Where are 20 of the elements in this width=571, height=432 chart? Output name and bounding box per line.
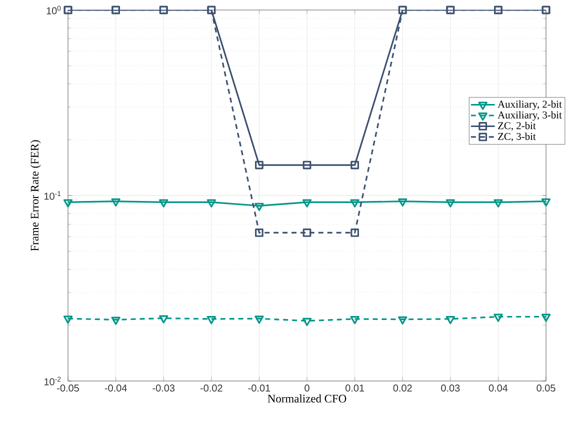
y-tick-label: 10$^{0}$ [46,6,61,14]
legend-label: ZC, 3-bit [498,132,536,142]
legend-label: Auxiliary, 2-bit [498,100,562,110]
legend-label: ZC, 2-bit [498,122,536,131]
x-axis-title: Normalized CFO [268,394,346,402]
y-axis-title: Frame Error Rate (FER) [30,140,41,252]
x-tick-label: -0.01 [248,384,270,392]
x-tick-label: -0.04 [104,384,127,392]
x-tick-label: -0.03 [152,384,175,392]
x-tick-label: 0.02 [393,384,412,392]
x-tick-label: 0.05 [536,384,556,392]
x-tick-label: 0.03 [441,384,460,392]
x-tick-label: -0.05 [57,384,79,392]
x-tick-label: 0.01 [346,384,364,392]
x-tick-label: -0.02 [200,384,222,392]
x-tick-label: 0.04 [488,384,508,392]
x-tick-label: 0 [304,384,310,392]
legend-label: Auxiliary, 3-bit [498,111,562,121]
y-tick-label: 10$^{-1}$ [44,191,61,200]
y-tick-label: 10$^{-2}$ [44,376,61,386]
